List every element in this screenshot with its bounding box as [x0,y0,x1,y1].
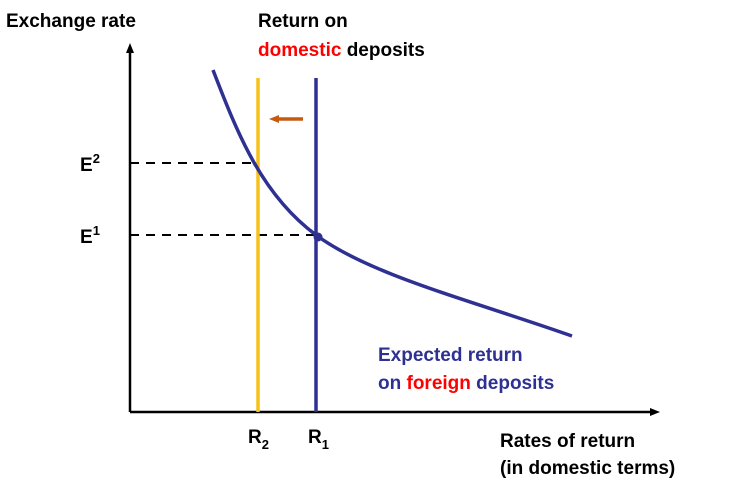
foreign-return-label-line1: Expected return [378,345,523,366]
r1-label: R1 [308,427,329,452]
x-axis-label: Rates of return (in domestic terms) [500,431,675,479]
e2-label-base: E [80,155,93,176]
equilibrium-point-e1 [313,232,323,242]
foreign-return-label-line2: on foreign deposits [378,373,554,394]
r2-label-sub: 2 [262,437,269,452]
e1-label-sup: 1 [93,223,100,238]
foreign-return-curve [211,69,573,338]
domestic-label-rest: deposits [341,40,424,61]
r2-label: R2 [248,427,269,452]
r1-label-sub: 1 [322,437,329,452]
r2-label-base: R [248,427,262,448]
foreign-label-prefix: on [378,373,407,394]
domestic-highlight: domestic [258,40,342,61]
e2-label-sup: 2 [93,151,100,166]
foreign-highlight: foreign [407,373,471,394]
e1-label-base: E [80,227,93,248]
y-axis-label: Exchange rate [6,11,136,32]
domestic-return-label-line2: domestic deposits [258,40,425,61]
r1-label-base: R [308,427,322,448]
domestic-return-label-line1: Return on [258,11,348,32]
e1-label: E1 [80,223,100,248]
x-axis-label-line1: Rates of return [500,431,635,452]
e2-label: E2 [80,151,100,176]
foreign-label-rest: deposits [471,373,554,394]
x-axis-label-line2: (in domestic terms) [500,458,675,479]
